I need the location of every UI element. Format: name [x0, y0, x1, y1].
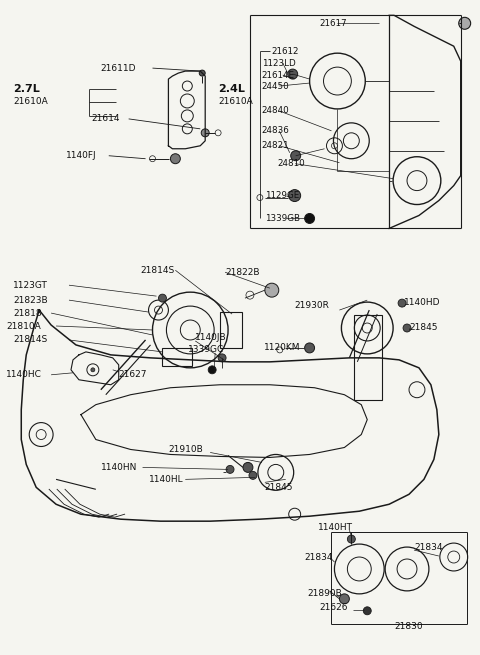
Text: 1123GT: 1123GT: [13, 281, 48, 290]
Text: 21617: 21617: [320, 19, 347, 28]
Circle shape: [339, 594, 349, 604]
Text: 21610A: 21610A: [218, 98, 253, 107]
Text: 21610A: 21610A: [13, 98, 48, 107]
Circle shape: [305, 343, 314, 353]
Text: 1140HN: 1140HN: [101, 463, 137, 472]
Text: 24836: 24836: [262, 126, 289, 136]
Circle shape: [363, 607, 371, 615]
Circle shape: [288, 69, 298, 79]
Text: 21614: 21614: [91, 115, 120, 123]
Circle shape: [158, 294, 167, 302]
Text: 1140JB: 1140JB: [195, 333, 227, 343]
Circle shape: [348, 535, 355, 543]
Text: 2.7L: 2.7L: [13, 84, 40, 94]
Circle shape: [305, 214, 314, 223]
Text: 21834: 21834: [305, 553, 333, 561]
Text: 24840: 24840: [262, 106, 289, 115]
Circle shape: [288, 189, 300, 202]
Circle shape: [226, 466, 234, 474]
Text: 1140HT: 1140HT: [318, 523, 352, 532]
Circle shape: [91, 368, 95, 372]
Bar: [354, 315, 382, 400]
Circle shape: [459, 17, 471, 29]
Text: 21930R: 21930R: [295, 301, 330, 310]
Text: 1339GC: 1339GC: [188, 345, 225, 354]
Text: 24810: 24810: [278, 159, 306, 168]
Text: 21834: 21834: [414, 542, 443, 552]
Text: 1140HD: 1140HD: [404, 297, 441, 307]
Circle shape: [403, 324, 411, 332]
Text: 1123LD: 1123LD: [262, 59, 296, 67]
Text: 21845: 21845: [409, 324, 437, 333]
Text: 21626: 21626: [320, 603, 348, 612]
Text: 1140HL: 1140HL: [148, 475, 183, 484]
Text: 21627: 21627: [119, 370, 147, 379]
Circle shape: [243, 462, 253, 472]
Text: 21614E: 21614E: [262, 71, 295, 79]
Text: 1140FJ: 1140FJ: [66, 151, 96, 160]
Text: 21818: 21818: [13, 309, 42, 318]
Text: 1339GB: 1339GB: [265, 214, 300, 223]
Text: 21814S: 21814S: [141, 266, 175, 274]
Circle shape: [201, 129, 209, 137]
Text: 21910B: 21910B: [168, 445, 203, 454]
Circle shape: [208, 366, 216, 374]
Text: 21890B: 21890B: [308, 590, 342, 599]
Text: 2.4L: 2.4L: [218, 84, 245, 94]
Circle shape: [218, 354, 226, 362]
Text: 1140HC: 1140HC: [6, 370, 42, 379]
Circle shape: [398, 299, 406, 307]
Text: 21823B: 21823B: [13, 295, 48, 305]
Text: 21810A: 21810A: [6, 322, 41, 331]
Text: 21611D: 21611D: [101, 64, 136, 73]
Text: 21612: 21612: [272, 47, 300, 56]
Text: 21845: 21845: [265, 483, 293, 492]
Text: 1120KM: 1120KM: [264, 343, 300, 352]
Text: 21830: 21830: [394, 622, 423, 631]
Circle shape: [170, 154, 180, 164]
Circle shape: [265, 283, 279, 297]
Text: 21814S: 21814S: [13, 335, 48, 345]
Text: 24821: 24821: [262, 141, 289, 150]
Circle shape: [199, 70, 205, 76]
Text: 21822B: 21822B: [225, 268, 260, 276]
Bar: [220, 312, 242, 348]
Text: 24450: 24450: [262, 81, 289, 90]
Text: 1129GE: 1129GE: [265, 191, 299, 200]
Bar: [162, 348, 192, 366]
Circle shape: [291, 151, 300, 160]
Circle shape: [249, 472, 257, 479]
